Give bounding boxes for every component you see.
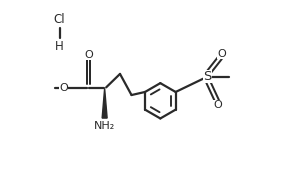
Text: NH₂: NH₂ <box>94 121 115 131</box>
Text: O: O <box>213 100 222 110</box>
Text: S: S <box>203 70 212 83</box>
Text: H: H <box>55 40 64 53</box>
Text: Cl: Cl <box>54 13 65 26</box>
Text: O: O <box>59 83 68 93</box>
Polygon shape <box>102 88 107 118</box>
Text: O: O <box>84 50 93 60</box>
Text: O: O <box>217 49 226 59</box>
